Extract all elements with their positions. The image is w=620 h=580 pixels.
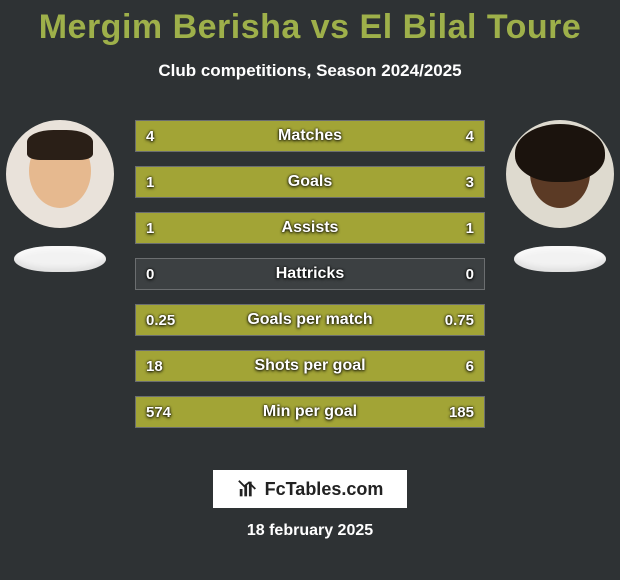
footer: FcTables.com 18 february 2025 — [0, 470, 620, 540]
chart-icon — [237, 478, 259, 500]
avatar-right — [506, 120, 614, 228]
player-left — [0, 120, 120, 272]
avatar-right-bg — [506, 120, 614, 228]
subtitle: Club competitions, Season 2024/2025 — [0, 61, 620, 81]
stat-label: Matches — [136, 121, 484, 151]
stat-row: 574185Min per goal — [135, 396, 485, 428]
flag-left — [14, 246, 106, 272]
avatar-left-hair — [27, 130, 93, 160]
flag-right — [514, 246, 606, 272]
comparison-card: Mergim Berisha vs El Bilal Toure Club co… — [0, 0, 620, 580]
logo-text: FcTables.com — [265, 479, 384, 500]
footer-date: 18 february 2025 — [247, 522, 373, 540]
stat-label: Min per goal — [136, 397, 484, 427]
avatar-left — [6, 120, 114, 228]
stat-label: Goals — [136, 167, 484, 197]
stat-row: 11Assists — [135, 212, 485, 244]
stat-label: Goals per match — [136, 305, 484, 335]
fctables-logo: FcTables.com — [213, 470, 408, 508]
page-title: Mergim Berisha vs El Bilal Toure — [0, 8, 620, 47]
stats-bars: 44Matches 13Goals 11Assists 00Hattricks 0.25… — [135, 120, 485, 442]
stat-row: 0.250.75Goals per match — [135, 304, 485, 336]
stat-row: 00Hattricks — [135, 258, 485, 290]
avatar-left-head — [29, 134, 91, 208]
stat-label: Shots per goal — [136, 351, 484, 381]
avatar-right-hair — [515, 124, 605, 182]
avatar-right-head — [530, 138, 590, 208]
stat-label: Hattricks — [136, 259, 484, 289]
stat-row: 13Goals — [135, 166, 485, 198]
stat-label: Assists — [136, 213, 484, 243]
stat-row: 186Shots per goal — [135, 350, 485, 382]
avatar-left-bg — [6, 120, 114, 228]
player-right — [500, 120, 620, 272]
stat-row: 44Matches — [135, 120, 485, 152]
